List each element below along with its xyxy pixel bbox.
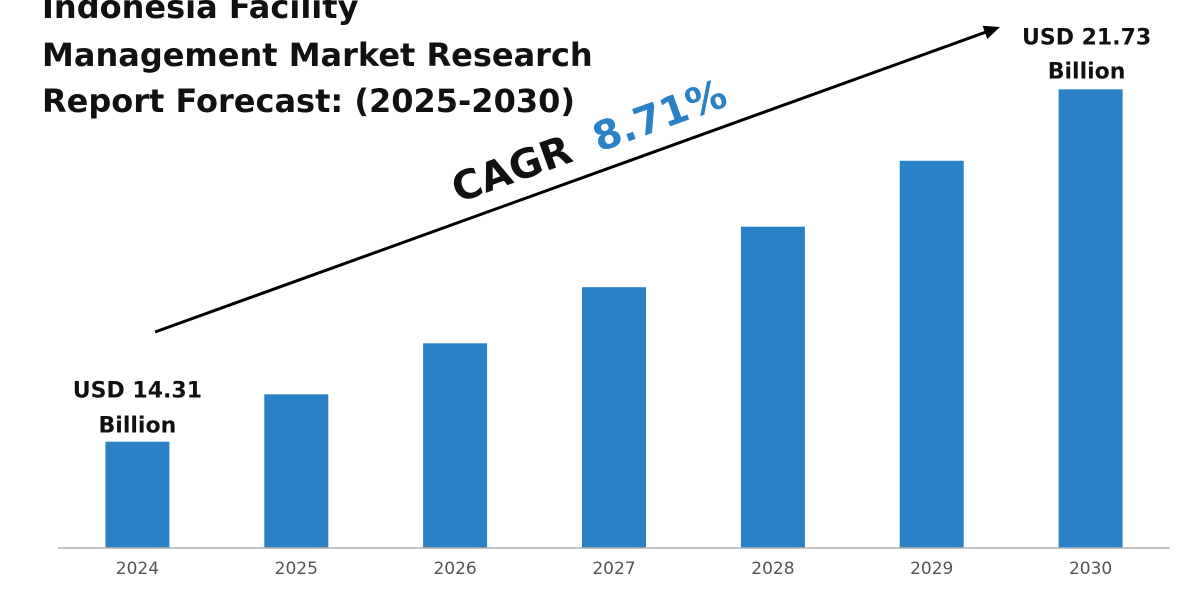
bar-2025 [264,394,329,548]
x-tick-label-2028: 2028 [751,559,794,579]
end-value-label-line-2: Billion [1048,59,1126,84]
chart-title-line-2: Management Market Research [42,36,593,74]
end-value-label-line-1: USD 21.73 [1022,25,1151,50]
bar-2027 [582,287,646,548]
bar-2029 [899,160,964,549]
bar-2026 [423,343,488,548]
x-axis-ticks: 2024 2025 2026 2027 2028 2029 2030 [116,559,1112,579]
cagr-value-text: 8.71% [587,71,733,161]
bar-2030 [1058,89,1123,549]
x-tick-label-2029: 2029 [910,559,953,579]
x-tick-label-2025: 2025 [275,559,318,579]
bar-2024 [105,441,170,548]
bar-2028 [740,226,805,548]
x-tick-label-2030: 2030 [1069,559,1112,579]
start-value-label-line-2: Billion [99,414,177,439]
chart-title-line-1: Indonesia Facility [42,0,359,26]
trend-arrow-head [982,25,1000,39]
chart-title: Indonesia Facility Management Market Res… [42,0,593,120]
chart-title-line-3: Report Forecast: (2025-2030) [42,82,575,120]
x-tick-label-2026: 2026 [433,559,476,579]
value-labels: USD 14.31 Billion USD 21.73 Billion [73,25,1151,438]
start-value-label-line-1: USD 14.31 [73,379,202,404]
cagr-prefix-text: CAGR [446,127,578,212]
x-tick-label-2024: 2024 [116,559,159,579]
x-tick-label-2027: 2027 [592,559,635,579]
trend-arrow-line [154,29,989,334]
cagr-trend-arrow [154,25,1000,334]
bar-series [105,89,1123,549]
